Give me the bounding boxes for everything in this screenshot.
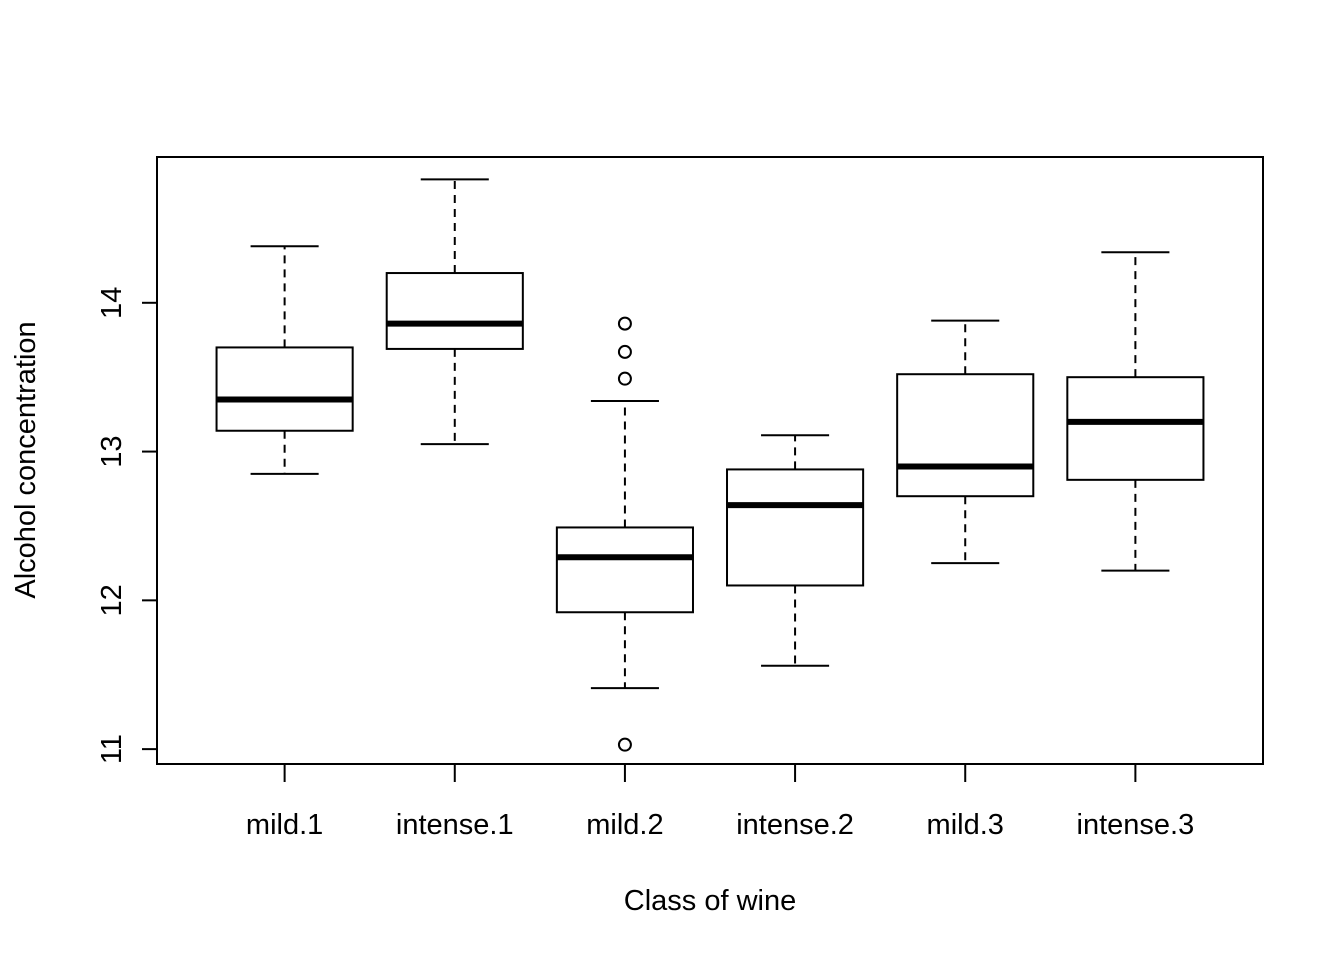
iqr-box bbox=[385, 272, 524, 350]
x-tick-label: mild.3 bbox=[927, 809, 1004, 841]
x-tick-label: mild.2 bbox=[586, 809, 663, 841]
x-tick-label: intense.1 bbox=[396, 809, 514, 841]
x-tick-label: mild.1 bbox=[246, 809, 323, 841]
iqr-box bbox=[1066, 376, 1205, 481]
y-axis: 11 12 13 14 bbox=[96, 287, 158, 764]
outlier-point bbox=[617, 344, 632, 359]
y-axis-title: Alcohol concentration bbox=[10, 321, 42, 598]
iqr-box bbox=[555, 526, 694, 614]
boxes-group bbox=[215, 178, 1205, 752]
x-tick-label: intense.2 bbox=[736, 809, 854, 841]
box-mild.1 bbox=[215, 245, 354, 475]
y-tick-label: 12 bbox=[96, 584, 128, 616]
box-intense.1 bbox=[385, 178, 524, 446]
x-axis-title: Class of wine bbox=[624, 885, 796, 917]
y-tick-label: 11 bbox=[96, 734, 128, 764]
box-intense.3 bbox=[1066, 251, 1205, 572]
x-tick-label: intense.3 bbox=[1077, 809, 1195, 841]
iqr-box bbox=[896, 373, 1035, 498]
outlier-point bbox=[617, 371, 632, 386]
box-mild.3 bbox=[896, 319, 1035, 565]
iqr-box bbox=[726, 468, 865, 587]
box-mild.2 bbox=[555, 316, 694, 752]
y-tick-label: 14 bbox=[96, 287, 128, 319]
box-intense.2 bbox=[726, 434, 865, 667]
outlier-point bbox=[617, 737, 632, 752]
x-axis: mild.1 intense.1 mild.2 intense.2 mild.3 inte… bbox=[246, 764, 1194, 841]
outlier-point bbox=[617, 316, 632, 331]
iqr-box bbox=[215, 346, 354, 432]
y-tick-label: 13 bbox=[96, 435, 128, 467]
